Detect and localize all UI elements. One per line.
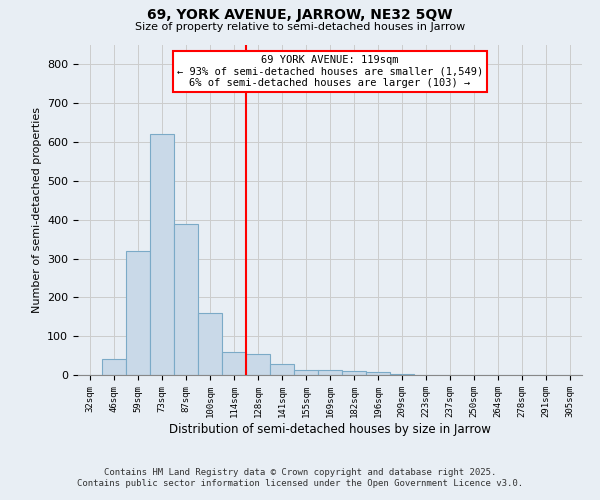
Bar	[246, 354, 270, 375]
Y-axis label: Number of semi-detached properties: Number of semi-detached properties	[32, 107, 41, 313]
X-axis label: Distribution of semi-detached houses by size in Jarrow: Distribution of semi-detached houses by …	[169, 422, 491, 436]
Bar	[174, 224, 198, 375]
Bar	[126, 251, 150, 375]
Text: Size of property relative to semi-detached houses in Jarrow: Size of property relative to semi-detach…	[135, 22, 465, 32]
Bar	[102, 360, 126, 375]
Bar	[390, 374, 414, 375]
Bar	[150, 134, 174, 375]
Bar	[222, 352, 246, 375]
Bar	[294, 370, 318, 375]
Bar	[342, 371, 366, 375]
Bar	[198, 313, 222, 375]
Text: 69, YORK AVENUE, JARROW, NE32 5QW: 69, YORK AVENUE, JARROW, NE32 5QW	[147, 8, 453, 22]
Text: Contains HM Land Registry data © Crown copyright and database right 2025.
Contai: Contains HM Land Registry data © Crown c…	[77, 468, 523, 487]
Bar	[270, 364, 294, 375]
Bar	[366, 372, 390, 375]
Text: 69 YORK AVENUE: 119sqm
← 93% of semi-detached houses are smaller (1,549)
6% of s: 69 YORK AVENUE: 119sqm ← 93% of semi-det…	[177, 55, 483, 88]
Bar	[318, 370, 342, 375]
